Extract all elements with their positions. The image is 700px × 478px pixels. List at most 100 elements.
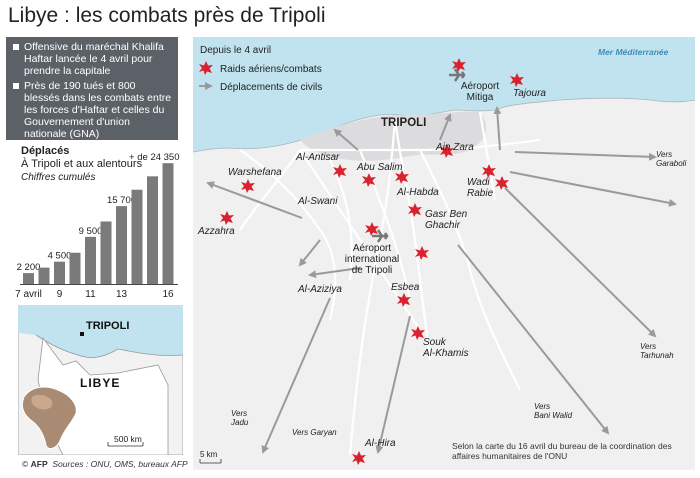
afp-logo: AFP [30,459,48,469]
copyright: © [22,459,29,469]
raid-marker-icon [440,144,454,158]
inset-map: TRIPOLI LIBYE 500 km [18,305,183,455]
raid-marker-icon [395,170,409,184]
x-tick-label: 7 avril [15,289,42,300]
x-tick-label: 11 [85,289,96,300]
place-label: Souk Al-Khamis [422,337,469,359]
tripoli-marker [80,332,84,336]
bar [23,273,34,284]
place-label: Tajoura [513,88,546,99]
arrow [504,187,657,338]
arrow [308,267,361,279]
raid-marker-icon [220,211,234,225]
bar-value-label: 2 200 [17,262,41,273]
legend-raid-icon [199,61,213,75]
chart-subtitle-2: Chiffres cumulés [21,172,96,183]
bar [131,189,143,284]
place-label: Vers Garaboli [656,150,686,168]
inset-scale-label: 500 km [114,434,142,444]
sea-label: Mer Méditerranée [598,47,669,57]
inset-city-label: TRIPOLI [86,320,129,332]
airport-mitiga-icon [449,68,466,82]
legend-raids: Raids aériens/combats [220,64,322,75]
x-tick-label: 13 [116,289,128,300]
raid-marker-icon [452,58,466,72]
civilian-movement-arrows [206,106,677,454]
arrow [298,239,321,267]
raid-marker-icon [333,164,347,178]
place-label: Wadi Rabie [467,177,494,199]
raid-marker-icon [495,176,509,190]
raid-markers [220,58,524,465]
source-note: Selon la carte du 16 avril du bureau de … [452,441,672,461]
coastline [192,97,696,153]
place-label: Esbea [391,282,420,293]
arrow [509,171,677,207]
raid-marker-icon [352,451,366,465]
place-label: Azzahra [197,226,235,237]
bar-value-label: 4 500 [48,251,72,262]
info-item: Près de 190 tués et 800 blessés dans les… [12,80,172,140]
arrow [457,244,610,435]
arrow [514,151,657,161]
bar [69,252,81,284]
airport-international-icon [372,229,389,243]
footer-sources: Sources : ONU, OMS, bureaux AFP [52,459,188,469]
place-label: Al-Aziziya [297,284,342,295]
raid-marker-icon [241,179,255,193]
place-label: Al-Antisar [295,152,340,163]
bar-value-label: 9 500 [79,226,103,237]
arrow [261,297,331,454]
place-label: Gasr Ben Ghachir [425,209,468,231]
chart-subtitle: À Tripoli et aux alentours [21,158,143,170]
page-title: Libye : les combats près de Tripoli [8,4,326,27]
place-label: Aéroport international de Tripoli [345,243,399,276]
raid-marker-icon [411,326,425,340]
displaced-bar-chart: 2 200 7 avril 4 500 9 9 500 11 15 700 13 + de 24… [15,152,179,300]
arrow [439,113,452,141]
place-label: Vers Jadu [230,409,249,427]
raid-marker-icon [362,173,376,187]
place-label: Vers Bani Walid [534,402,573,420]
place-label: Vers Tarhunah [640,342,674,360]
map-sea [193,37,695,152]
legend-since: Depuis le 4 avril [200,45,271,56]
info-item: Offensive du maréchal Khalifa Haftar lan… [12,41,172,77]
arrow [333,128,359,151]
bar [116,206,127,284]
x-tick-label: 16 [162,289,174,300]
chart-header: Déplacés À Tripoli et aux alentours Chif… [21,145,142,184]
place-label: Al-Hira [364,438,396,449]
raid-marker-icon [415,246,429,260]
bar [147,176,158,284]
place-label: Abu Salim [356,162,403,173]
city-label: TRIPOLI [381,117,426,129]
info-box: Offensive du maréchal Khalifa Haftar lan… [6,37,178,140]
map-scale-label: 5 km [200,450,218,459]
arrow [206,181,303,219]
place-label: Ain Zara [435,142,474,153]
footer: © AFP Sources : ONU, OMS, bureaux AFP [22,459,188,469]
place-label: Al-Habda [396,187,439,198]
arrow [375,315,411,454]
chart-title: Déplacés [21,145,70,157]
raid-marker-icon [482,164,496,178]
place-labels: Aéroport Mitiga Tajoura Ain Zara Al-Antisar A… [197,81,686,449]
x-tick-label: 9 [57,289,63,300]
raid-marker-icon [397,293,411,307]
raid-marker-icon [408,203,422,217]
raid-marker-icon [510,73,524,87]
inset-country-label: LIBYE [80,376,120,390]
place-label: Al-Swani [297,196,338,207]
bar [162,163,174,284]
place-label: Aéroport Mitiga [461,81,500,103]
bar [38,267,50,284]
bar-value-label: + de 24 350 [129,152,179,163]
place-label: Vers Garyan [292,428,337,437]
place-label: Warshefana [228,167,282,178]
arrow [493,106,502,151]
bar [85,236,96,284]
bar [54,261,65,284]
raid-marker-icon [365,222,379,236]
